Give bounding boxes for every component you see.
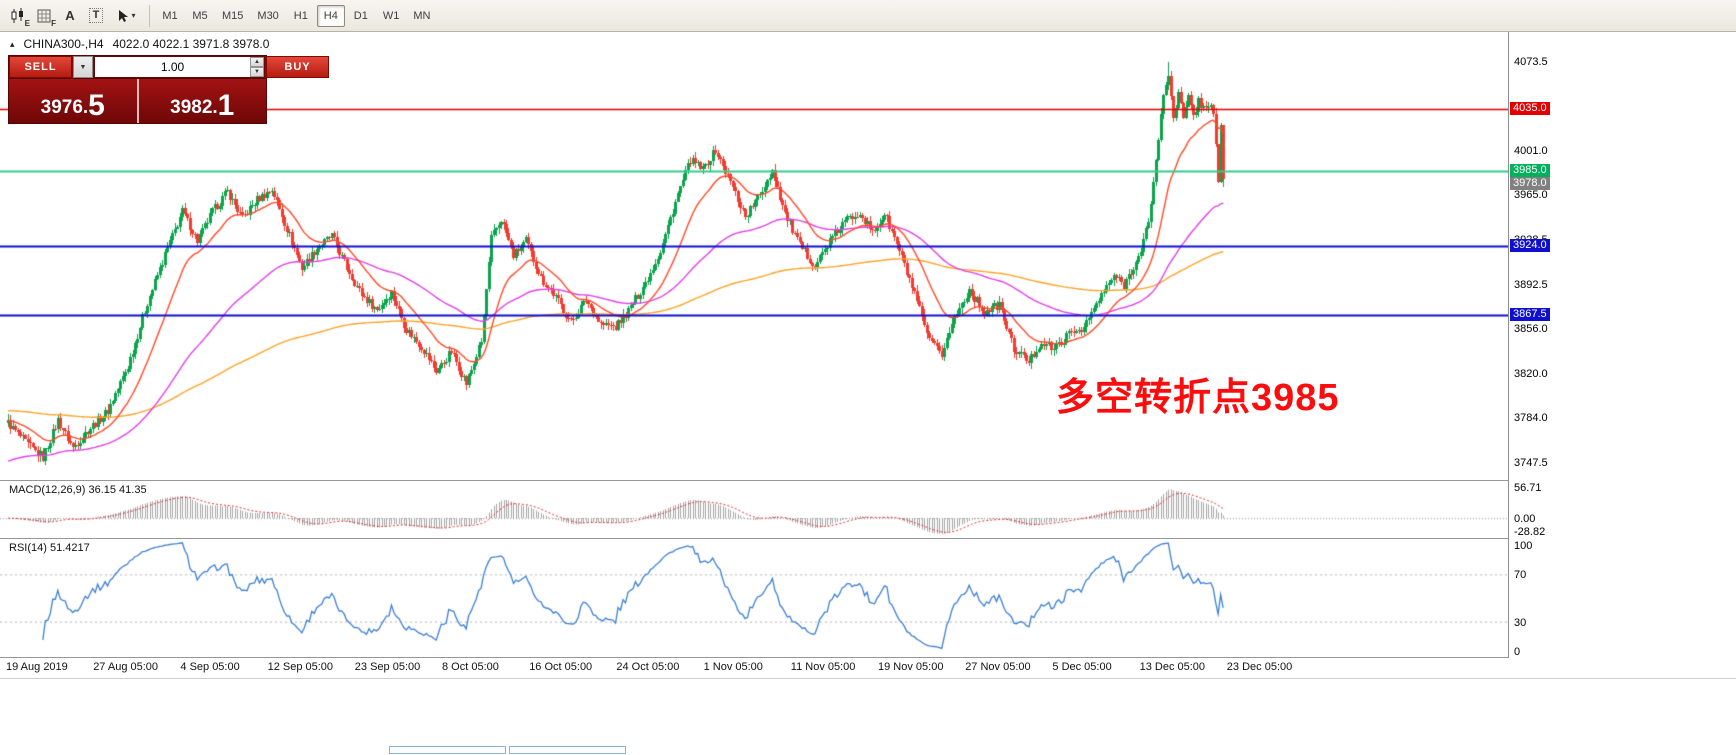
timeframe-button-h1[interactable]: H1 (293, 9, 308, 22)
macd-indicator-label: MACD(12,26,9) 36.15 41.35 (9, 484, 147, 496)
rsi-indicator-label: RSI(14) 51.4217 (9, 542, 90, 554)
volume-stepper: ▲ ▼ (250, 57, 264, 77)
price-axis-label: 3784.0 (1514, 411, 1548, 424)
time-axis-label: 27 Aug 05:00 (93, 661, 159, 673)
volume-input[interactable] (95, 57, 250, 77)
one-click-collapse-icon[interactable]: ▴ (10, 38, 15, 49)
volume-dropdown-button[interactable]: ▼ (73, 56, 93, 78)
price-axis-label: 3820.0 (1514, 367, 1548, 380)
chart-annotation-text: 多空转折点3985 (1056, 377, 1340, 419)
time-axis-separator (0, 657, 1736, 658)
sell-price-display[interactable]: 3976. 5 (9, 79, 137, 123)
rsi-panel-separator[interactable] (0, 538, 1736, 539)
candlestick-chart-icon (11, 7, 23, 23)
symbol-label: CHINA300-,H4 (23, 37, 104, 51)
time-axis-label: 5 Dec 05:00 (1052, 661, 1112, 673)
trade-controls-row: SELL ▼ ▲ ▼ BUY (9, 56, 329, 78)
dock-tab[interactable] (509, 746, 626, 754)
rsi-scale-label: 30 (1514, 616, 1527, 629)
time-axis-label: 11 Nov 05:00 (790, 661, 856, 673)
timeframe-button-h4[interactable]: H4 (316, 4, 345, 27)
macd-indicator-canvas[interactable] (0, 481, 1508, 537)
price-badge-3867.5[interactable]: 3867.5 (1510, 308, 1550, 322)
window-bottom-edge (0, 678, 1736, 679)
font-tool-button[interactable]: A (57, 4, 83, 28)
price-badge-4035.0[interactable]: 4035.0 (1510, 102, 1550, 116)
price-axis-label: 3965.0 (1514, 189, 1548, 202)
time-axis-label: 23 Sep 05:00 (354, 661, 421, 673)
rsi-scale-label: 70 (1514, 569, 1527, 582)
text-label-icon: T (88, 8, 104, 23)
toolbar-separator (149, 4, 150, 27)
dock-tab[interactable] (389, 746, 506, 754)
macd-scale-label: -28.82 (1514, 526, 1546, 538)
rsi-scale-label: 100 (1514, 540, 1533, 552)
time-axis-label: 23 Dec 05:00 (1226, 661, 1293, 673)
rsi-scale-label: 0 (1514, 646, 1521, 658)
cursor-icon (119, 9, 129, 22)
price-badge-3924.0[interactable]: 3924.0 (1510, 238, 1550, 252)
time-axis-label: 1 Nov 05:00 (703, 661, 763, 673)
buy-price-display[interactable]: 3982. 1 (136, 79, 266, 123)
volume-up-button[interactable]: ▲ (250, 57, 264, 67)
time-axis-label: 13 Dec 05:00 (1139, 661, 1206, 673)
ohlc-values-label: 4022.0 4022.1 3971.8 3978.0 (112, 37, 270, 51)
time-axis[interactable]: 19 Aug 2019 27 Aug 05:00 4 Sep 05:00 12 Sep… (0, 658, 1736, 678)
timeframe-toolbar: M1 M5 M15 M30 H1 H4 D1 W1 MN (156, 4, 438, 27)
chart-header: ▴ CHINA300-,H4 4022.0 4022.1 3971.8 3978… (10, 37, 269, 51)
timeframe-button-mn[interactable]: MN (413, 9, 431, 22)
grid-icon (37, 9, 51, 22)
volume-input-wrap: ▲ ▼ (94, 56, 265, 78)
time-axis-label: 16 Oct 05:00 (529, 661, 593, 673)
candlestick-chart-tool-button[interactable]: E (5, 4, 31, 28)
time-axis-label: 24 Oct 05:00 (616, 661, 680, 673)
price-badge-3985.0[interactable]: 3985.0 (1510, 163, 1550, 177)
chevron-down-icon: ▾ (131, 11, 136, 20)
macd-scale-label: 0.00 (1514, 513, 1536, 526)
one-click-trading-panel: SELL ▼ ▲ ▼ BUY 3976.5 3982.1 (8, 55, 329, 124)
buy-price-main: 3982. (170, 97, 218, 118)
icon-badge-e: E (24, 18, 30, 28)
sell-button[interactable]: SELL (9, 56, 72, 78)
sell-price-main: 3976. (40, 97, 89, 118)
font-icon: A (65, 8, 75, 23)
cursor-tool-button[interactable]: ▾ (109, 4, 143, 28)
toolbar: E F A T ▾ M1 M5 M15 M30 H1 H4 D1 W1 MN (0, 0, 1736, 32)
timeframe-button-m5[interactable]: M5 (192, 9, 208, 22)
time-axis-label: 12 Sep 05:00 (267, 661, 334, 673)
price-axis[interactable]: 4073.54037.04001.03965.03928.53892.53856… (1508, 32, 1736, 658)
time-axis-label: 27 Nov 05:00 (965, 661, 1031, 673)
volume-down-button[interactable]: ▼ (250, 67, 264, 77)
time-axis-label: 4 Sep 05:00 (180, 661, 240, 673)
price-axis-label: 3747.5 (1514, 456, 1548, 469)
buy-button[interactable]: BUY (266, 56, 329, 78)
grid-tool-button[interactable]: F (31, 4, 57, 28)
price-axis-label: 3892.5 (1514, 278, 1548, 291)
timeframe-button-m30[interactable]: M30 (257, 9, 279, 22)
price-badge-3978.0[interactable]: 3978.0 (1510, 176, 1550, 190)
buy-price-pips: 1 (217, 89, 235, 122)
text-label-tool-button[interactable]: T (83, 4, 109, 28)
price-axis-label: 4001.0 (1514, 145, 1548, 158)
price-axis-label: 3856.0 (1514, 323, 1548, 336)
macd-panel-separator[interactable] (0, 480, 1736, 481)
sell-price-pips: 5 (88, 89, 105, 122)
timeframe-button-m15[interactable]: M15 (222, 9, 244, 22)
trade-prices-row: 3976. 5 3982. 1 (9, 78, 266, 123)
time-axis-label: 8 Oct 05:00 (442, 661, 499, 673)
timeframe-button-w1[interactable]: W1 (382, 9, 400, 22)
rsi-indicator-canvas[interactable] (0, 539, 1508, 657)
icon-badge-f: F (51, 18, 56, 28)
time-axis-label: 19 Aug 2019 (6, 661, 68, 673)
macd-scale-label: 56.71 (1514, 482, 1542, 494)
timeframe-button-m1[interactable]: M1 (162, 9, 178, 22)
timeframe-button-d1[interactable]: D1 (353, 9, 368, 22)
price-axis-label: 4073.5 (1514, 56, 1548, 69)
time-axis-label: 19 Nov 05:00 (878, 661, 944, 673)
